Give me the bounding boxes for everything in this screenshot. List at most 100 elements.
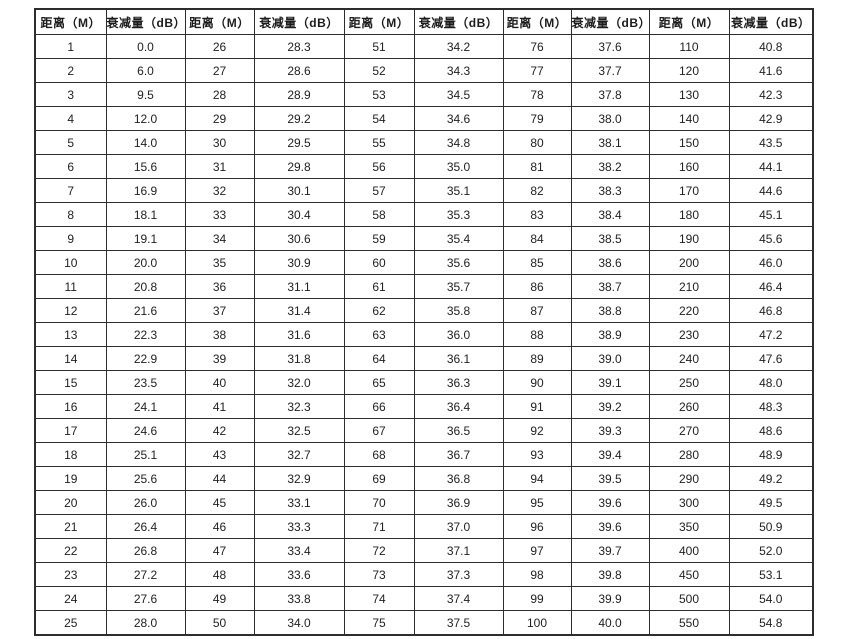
- distance-cell: 49: [184, 586, 255, 611]
- attenuation-cell: 32.0: [253, 370, 345, 395]
- distance-cell: 97: [502, 538, 572, 563]
- attenuation-cell: 48.9: [728, 442, 814, 467]
- distance-cell: 13: [34, 322, 107, 347]
- distance-cell: 45: [184, 490, 255, 515]
- table-row: 22 26.8 47 33.4 72 37.1 97 39.7 400 52.0: [34, 538, 814, 563]
- distance-cell: 92: [502, 418, 572, 443]
- attenuation-cell: 29.8: [253, 154, 345, 179]
- attenuation-cell: 37.3: [413, 562, 504, 587]
- distance-cell: 57: [343, 178, 415, 203]
- table-row: 9 19.1 34 30.6 59 35.4 84 38.5 190 45.6: [34, 226, 814, 251]
- distance-cell: 85: [502, 250, 572, 275]
- attenuation-cell: 36.0: [413, 322, 504, 347]
- distance-cell: 12: [34, 298, 107, 323]
- table-row: 10 20.0 35 30.9 60 35.6 85 38.6 200 46.0: [34, 250, 814, 275]
- distance-cell: 74: [343, 586, 415, 611]
- distance-cell: 230: [648, 322, 730, 347]
- attenuation-cell: 33.1: [253, 490, 345, 515]
- attenuation-cell: 40.0: [570, 610, 650, 636]
- attenuation-cell: 35.1: [413, 178, 504, 203]
- distance-cell: 4: [34, 106, 107, 131]
- distance-cell: 39: [184, 346, 255, 371]
- attenuation-cell: 48.3: [728, 394, 814, 419]
- attenuation-cell: 43.5: [728, 130, 814, 155]
- distance-cell: 240: [648, 346, 730, 371]
- attenuation-cell: 31.4: [253, 298, 345, 323]
- attenuation-cell: 19.1: [105, 226, 186, 251]
- distance-cell: 67: [343, 418, 415, 443]
- attenuation-cell: 49.5: [728, 490, 814, 515]
- distance-cell: 91: [502, 394, 572, 419]
- distance-cell: 34: [184, 226, 255, 251]
- table-row: 19 25.6 44 32.9 69 36.8 94 39.5 290 49.2: [34, 466, 814, 491]
- distance-cell: 36: [184, 274, 255, 299]
- table-row: 23 27.2 48 33.6 73 37.3 98 39.8 450 53.1: [34, 562, 814, 587]
- attenuation-cell: 21.6: [105, 298, 186, 323]
- attenuation-cell: 48.0: [728, 370, 814, 395]
- attenuation-cell: 25.1: [105, 442, 186, 467]
- attenuation-cell: 45.6: [728, 226, 814, 251]
- attenuation-cell: 54.8: [728, 610, 814, 636]
- distance-cell: 84: [502, 226, 572, 251]
- distance-cell: 47: [184, 538, 255, 563]
- distance-cell: 250: [648, 370, 730, 395]
- distance-cell: 140: [648, 106, 730, 131]
- attenuation-cell: 36.5: [413, 418, 504, 443]
- attenuation-cell: 23.5: [105, 370, 186, 395]
- distance-cell: 42: [184, 418, 255, 443]
- distance-cell: 88: [502, 322, 572, 347]
- distance-cell: 81: [502, 154, 572, 179]
- distance-cell: 270: [648, 418, 730, 443]
- distance-cell: 86: [502, 274, 572, 299]
- distance-cell: 60: [343, 250, 415, 275]
- table-row: 6 15.6 31 29.8 56 35.0 81 38.2 160 44.1: [34, 154, 814, 179]
- distance-cell: 51: [343, 34, 415, 59]
- attenuation-cell: 22.3: [105, 322, 186, 347]
- attenuation-cell: 34.6: [413, 106, 504, 131]
- attenuation-cell: 36.4: [413, 394, 504, 419]
- attenuation-cell: 38.8: [570, 298, 650, 323]
- distance-cell: 72: [343, 538, 415, 563]
- attenuation-cell: 31.8: [253, 346, 345, 371]
- distance-cell: 83: [502, 202, 572, 227]
- header-cell-distance: 距离（M）: [343, 8, 415, 35]
- distance-cell: 80: [502, 130, 572, 155]
- attenuation-cell: 39.1: [570, 370, 650, 395]
- attenuation-cell: 29.5: [253, 130, 345, 155]
- distance-cell: 170: [648, 178, 730, 203]
- distance-cell: 11: [34, 274, 107, 299]
- attenuation-cell: 38.9: [570, 322, 650, 347]
- distance-cell: 82: [502, 178, 572, 203]
- distance-cell: 90: [502, 370, 572, 395]
- distance-cell: 6: [34, 154, 107, 179]
- distance-cell: 160: [648, 154, 730, 179]
- attenuation-cell: 39.5: [570, 466, 650, 491]
- attenuation-cell: 27.6: [105, 586, 186, 611]
- distance-cell: 290: [648, 466, 730, 491]
- distance-cell: 16: [34, 394, 107, 419]
- distance-cell: 96: [502, 514, 572, 539]
- attenuation-cell: 28.0: [105, 610, 186, 636]
- distance-cell: 40: [184, 370, 255, 395]
- distance-cell: 18: [34, 442, 107, 467]
- attenuation-cell: 37.4: [413, 586, 504, 611]
- attenuation-cell: 18.1: [105, 202, 186, 227]
- attenuation-cell: 37.5: [413, 610, 504, 636]
- attenuation-cell: 34.2: [413, 34, 504, 59]
- distance-cell: 500: [648, 586, 730, 611]
- distance-cell: 180: [648, 202, 730, 227]
- attenuation-cell: 44.6: [728, 178, 814, 203]
- attenuation-cell: 37.0: [413, 514, 504, 539]
- table-row: 24 27.6 49 33.8 74 37.4 99 39.9 500 54.0: [34, 586, 814, 611]
- distance-cell: 95: [502, 490, 572, 515]
- distance-cell: 110: [648, 34, 730, 59]
- attenuation-cell: 35.3: [413, 202, 504, 227]
- attenuation-cell: 35.4: [413, 226, 504, 251]
- header-cell-attenuation: 衰减量（dB）: [105, 8, 186, 35]
- attenuation-cell: 40.8: [728, 34, 814, 59]
- distance-cell: 150: [648, 130, 730, 155]
- attenuation-cell: 38.3: [570, 178, 650, 203]
- distance-cell: 35: [184, 250, 255, 275]
- attenuation-cell: 47.2: [728, 322, 814, 347]
